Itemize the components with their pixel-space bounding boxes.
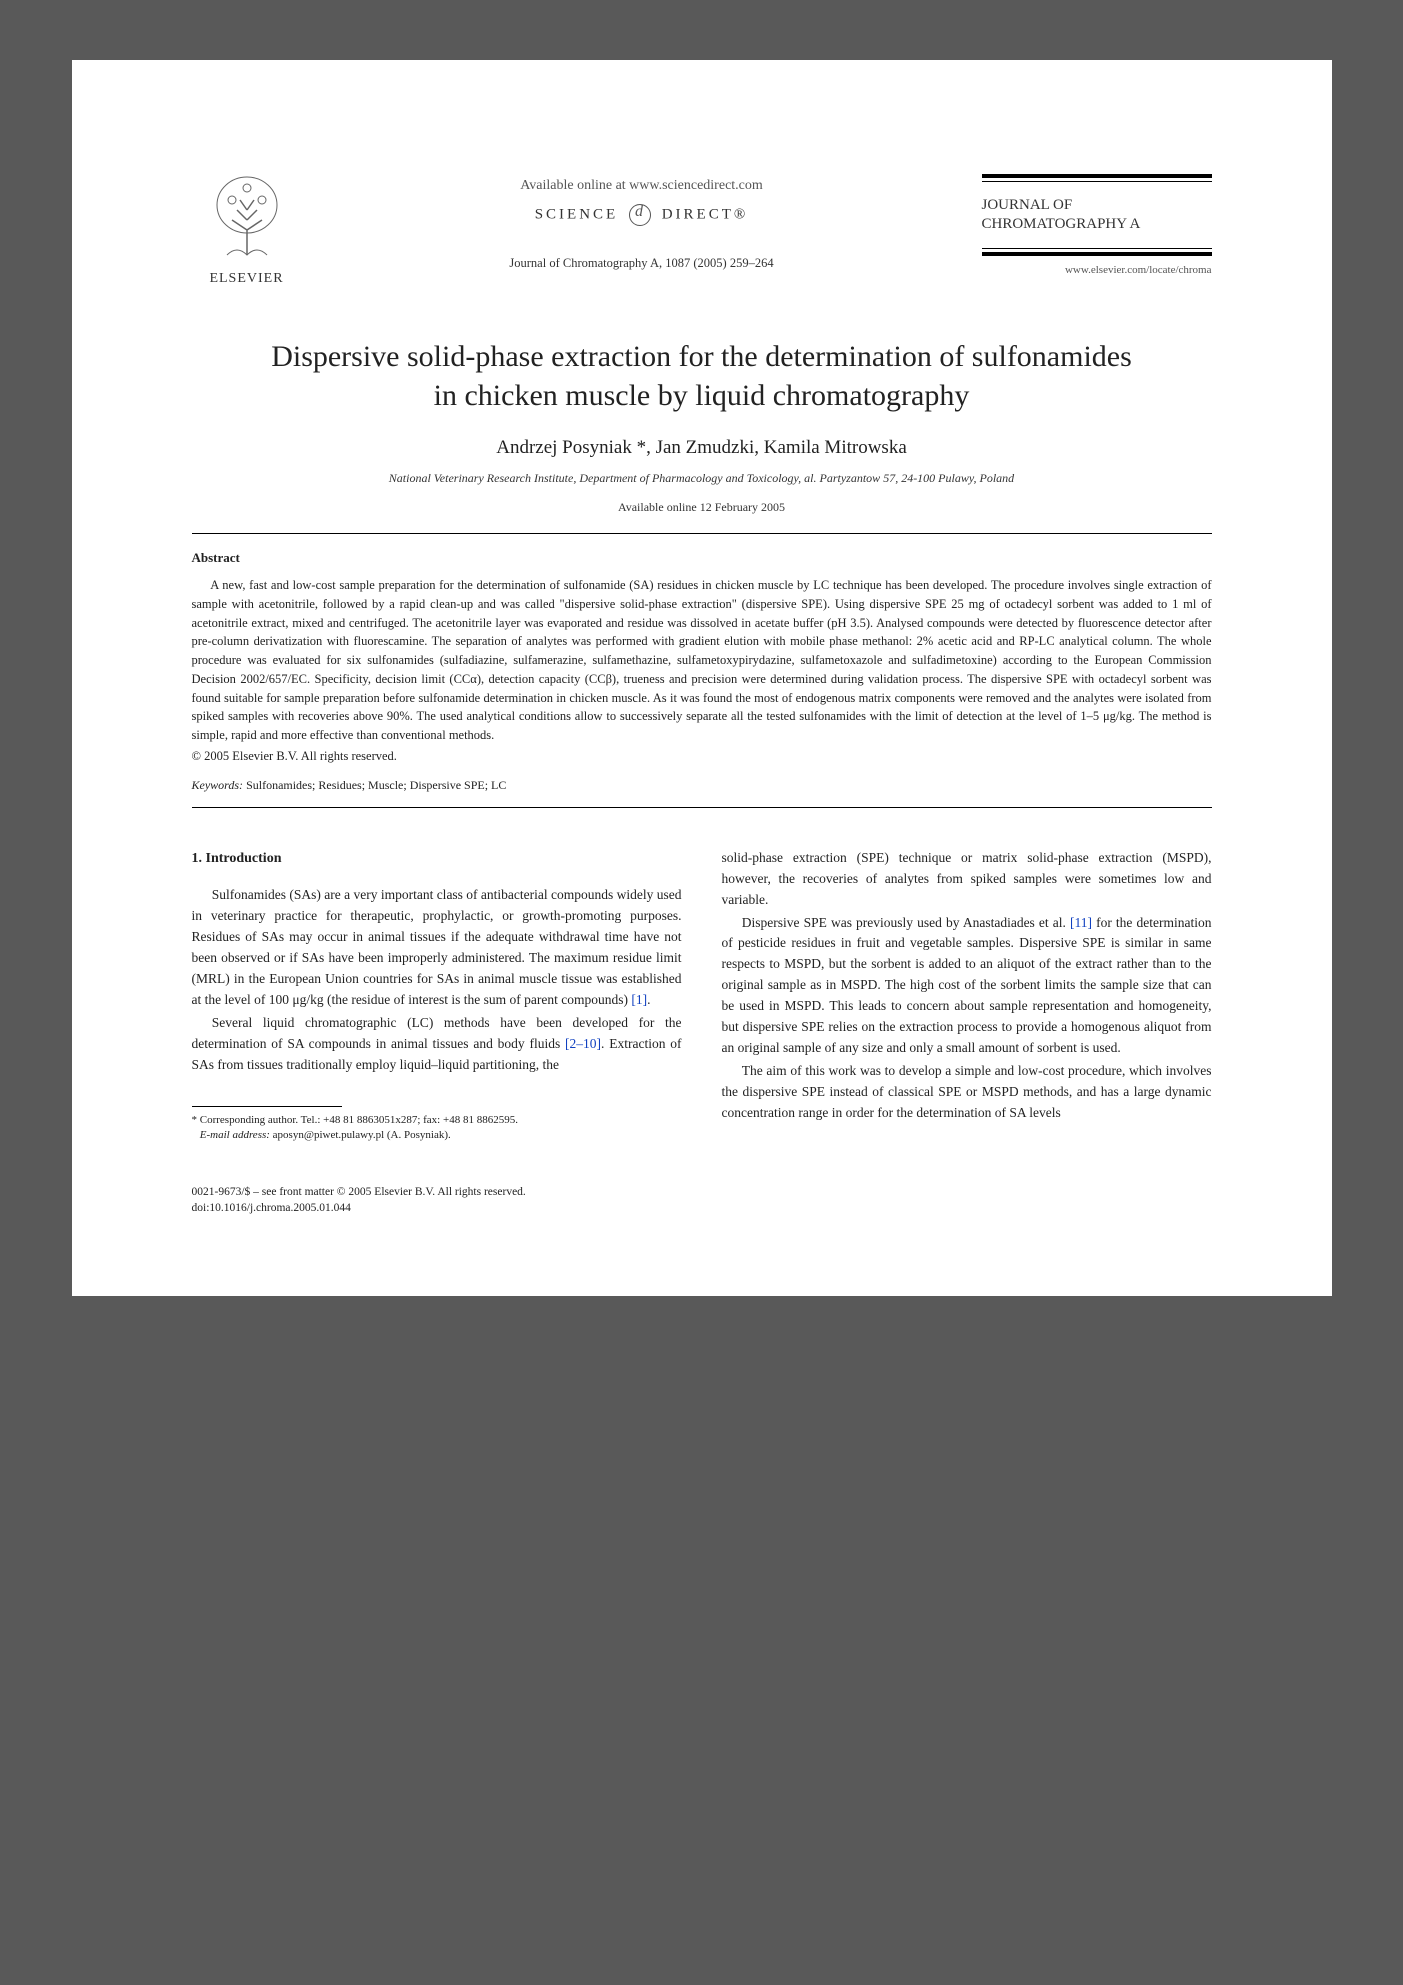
publisher-name: ELSEVIER bbox=[192, 271, 302, 287]
rule-bottom bbox=[982, 248, 1212, 256]
article-title: Dispersive solid-phase extraction for th… bbox=[192, 337, 1212, 415]
center-header: Available online at www.sciencedirect.co… bbox=[302, 170, 982, 271]
footnote-star: * Corresponding author. Tel.: +48 81 886… bbox=[192, 1113, 682, 1128]
doi-block: 0021-9673/$ – see front matter © 2005 El… bbox=[192, 1184, 682, 1216]
rule-2 bbox=[192, 807, 1212, 808]
publisher-logo-block: ELSEVIER bbox=[192, 170, 302, 287]
journal-name-l2: CHROMATOGRAPHY A bbox=[982, 216, 1141, 232]
rule-1 bbox=[192, 533, 1212, 534]
header-row: ELSEVIER Available online at www.science… bbox=[192, 170, 1212, 287]
affiliation: National Veterinary Research Institute, … bbox=[192, 471, 1212, 486]
abstract-body: A new, fast and low-cost sample preparat… bbox=[192, 576, 1212, 745]
doi-line1: 0021-9673/$ – see front matter © 2005 El… bbox=[192, 1184, 682, 1200]
sciencedirect-logo: SCIENCE DIRECT® bbox=[302, 204, 982, 226]
title-line1: Dispersive solid-phase extraction for th… bbox=[271, 340, 1132, 373]
email-label: E-mail address: bbox=[200, 1129, 270, 1141]
ref-link-2-10[interactable]: [2–10] bbox=[565, 1036, 601, 1051]
keywords-text: Sulfonamides; Residues; Muscle; Dispersi… bbox=[243, 778, 506, 792]
footnote-rule bbox=[192, 1106, 342, 1107]
col2-p1: solid-phase extraction (SPE) technique o… bbox=[722, 848, 1212, 911]
abstract-section: Abstract A new, fast and low-cost sample… bbox=[192, 550, 1212, 764]
col2-p2b: for the determination of pesticide resid… bbox=[722, 915, 1212, 1056]
doi-line2: doi:10.1016/j.chroma.2005.01.044 bbox=[192, 1200, 682, 1216]
col2-p2: Dispersive SPE was previously used by An… bbox=[722, 913, 1212, 1059]
sciencedirect-icon bbox=[629, 204, 651, 226]
ref-link-1[interactable]: [1] bbox=[631, 992, 647, 1007]
sd-left: SCIENCE bbox=[535, 206, 619, 222]
sd-right: DIRECT® bbox=[662, 206, 749, 222]
p1-tail: . bbox=[647, 992, 650, 1007]
journal-brand-block: JOURNAL OF CHROMATOGRAPHY A www.elsevier… bbox=[982, 170, 1212, 276]
journal-url: www.elsevier.com/locate/chroma bbox=[982, 264, 1212, 276]
keywords-label: Keywords: bbox=[192, 778, 244, 792]
body-columns: 1. Introduction Sulfonamides (SAs) are a… bbox=[192, 848, 1212, 1216]
journal-name: JOURNAL OF CHROMATOGRAPHY A bbox=[982, 196, 1212, 234]
journal-name-l1: JOURNAL OF bbox=[982, 197, 1073, 213]
authors: Andrzej Posyniak *, Jan Zmudzki, Kamila … bbox=[192, 437, 1212, 459]
p1-text: Sulfonamides (SAs) are a very important … bbox=[192, 887, 682, 1007]
col2-p2a: Dispersive SPE was previously used by An… bbox=[742, 915, 1070, 930]
corresponding-footnote: * Corresponding author. Tel.: +48 81 886… bbox=[192, 1113, 682, 1144]
available-online-text: Available online at www.sciencedirect.co… bbox=[302, 178, 982, 194]
abstract-copyright: © 2005 Elsevier B.V. All rights reserved… bbox=[192, 749, 1212, 764]
title-line2: in chicken muscle by liquid chromatograp… bbox=[434, 379, 970, 412]
column-right: solid-phase extraction (SPE) technique o… bbox=[722, 848, 1212, 1216]
page: ELSEVIER Available online at www.science… bbox=[72, 60, 1332, 1296]
abstract-heading: Abstract bbox=[192, 550, 1212, 566]
column-left: 1. Introduction Sulfonamides (SAs) are a… bbox=[192, 848, 682, 1216]
journal-reference: Journal of Chromatography A, 1087 (2005)… bbox=[302, 256, 982, 271]
intro-p1: Sulfonamides (SAs) are a very important … bbox=[192, 885, 682, 1011]
elsevier-tree-icon bbox=[202, 170, 292, 260]
available-date: Available online 12 February 2005 bbox=[192, 500, 1212, 515]
footnote-email: E-mail address: aposyn@piwet.pulawy.pl (… bbox=[192, 1128, 682, 1143]
col2-p3: The aim of this work was to develop a si… bbox=[722, 1061, 1212, 1124]
keywords: Keywords: Sulfonamides; Residues; Muscle… bbox=[192, 778, 1212, 793]
section-1-heading: 1. Introduction bbox=[192, 848, 682, 870]
intro-p2: Several liquid chromatographic (LC) meth… bbox=[192, 1013, 682, 1076]
ref-link-11[interactable]: [11] bbox=[1070, 915, 1092, 930]
email-value: aposyn@piwet.pulawy.pl (A. Posyniak). bbox=[270, 1129, 451, 1141]
rule-top bbox=[982, 174, 1212, 182]
